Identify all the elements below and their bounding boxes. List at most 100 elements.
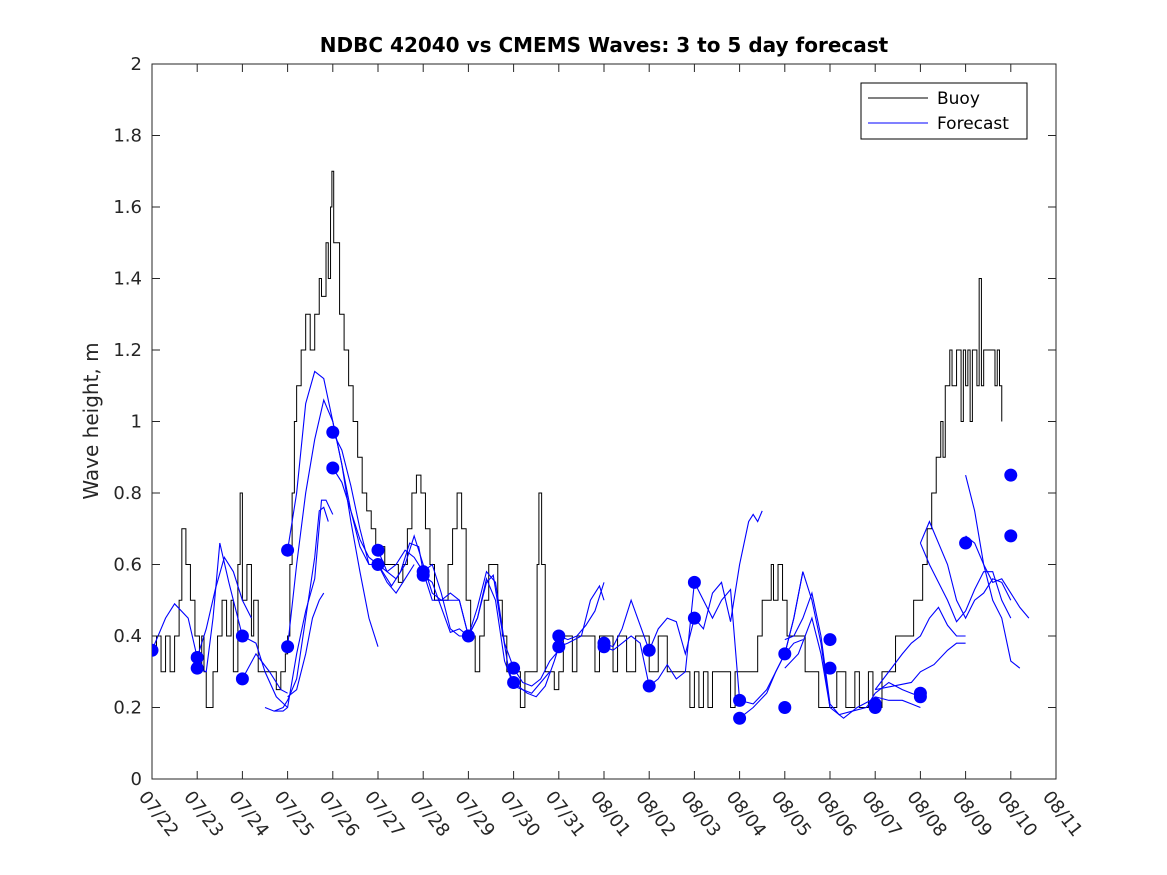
forecast-run-line	[784, 591, 831, 704]
forecast-run-line	[693, 582, 741, 701]
x-tick-label: 08/08	[902, 787, 950, 841]
forecast-run-line	[875, 642, 966, 691]
forecast-marker	[642, 643, 656, 657]
forecast-run-line	[513, 646, 560, 698]
y-tick-label: 1.4	[113, 269, 142, 290]
forecast-run-line	[196, 542, 243, 673]
y-tick-label: 2	[131, 54, 142, 75]
forecast-marker	[190, 650, 204, 664]
forecast-marker	[552, 640, 566, 654]
y-tick-label: 0.8	[113, 483, 142, 504]
forecast-run-line	[784, 571, 831, 708]
forecast-marker	[371, 558, 385, 571]
forecast-marker	[371, 543, 385, 557]
forecast-marker	[687, 611, 701, 625]
legend-label-forecast: Forecast	[937, 114, 1009, 134]
forecast-run-line	[422, 563, 515, 683]
y-tick-label: 0.4	[113, 626, 142, 647]
forecast-run-line	[264, 499, 334, 712]
forecast-run-line	[648, 617, 695, 657]
forecast-marker	[597, 640, 611, 654]
forecast-marker	[281, 640, 295, 654]
forecast-run-line	[829, 692, 876, 719]
x-tick-label: 08/11	[1038, 787, 1086, 841]
forecast-run-line	[467, 577, 551, 694]
forecast-marker	[152, 643, 159, 657]
forecast-run-line	[152, 602, 198, 658]
forecast-run-line	[875, 696, 921, 709]
y-tick-label: 0	[131, 769, 142, 790]
forecast-run-line	[241, 652, 288, 694]
x-tick-label: 08/02	[631, 787, 679, 841]
forecast-marker	[416, 568, 430, 582]
forecast-run-line	[242, 635, 288, 708]
y-axis-label: Wave height, m	[79, 342, 103, 499]
plot-area	[151, 63, 1057, 780]
forecast-marker	[959, 536, 973, 550]
x-tick-label: 08/05	[767, 787, 815, 841]
forecast-marker	[507, 661, 521, 675]
forecast-marker	[823, 633, 837, 647]
forecast-marker	[507, 675, 521, 689]
y-tick-label: 1	[131, 412, 142, 433]
forecast-run-line	[287, 592, 325, 698]
y-tick-label: 1.6	[113, 197, 142, 218]
forecast-run-line	[273, 506, 329, 712]
x-tick-label: 07/29	[450, 787, 498, 841]
forecast-marker	[461, 629, 475, 643]
x-axis: 07/2207/2307/2407/2507/2607/2707/2807/29…	[134, 64, 1087, 841]
forecast-marker	[733, 711, 747, 725]
x-tick-label: 07/23	[179, 787, 227, 841]
forecast-marker	[642, 679, 656, 693]
x-tick-label: 08/01	[586, 787, 634, 841]
x-tick-label: 07/30	[496, 787, 544, 841]
x-tick-label: 07/27	[360, 787, 408, 841]
y-tick-label: 1.8	[113, 126, 142, 147]
forecast-run-line	[648, 582, 695, 687]
forecast-marker	[1004, 529, 1018, 543]
forecast-run-line	[558, 582, 605, 641]
forecast-run-line	[693, 510, 763, 631]
x-tick-label: 08/10	[993, 787, 1041, 841]
x-tick-label: 07/28	[405, 787, 453, 841]
forecast-run-line	[919, 520, 1012, 620]
legend-box	[860, 82, 1028, 140]
x-tick-label: 07/26	[315, 787, 363, 841]
x-tick-label: 08/03	[676, 787, 724, 841]
forecast-marker	[552, 629, 566, 643]
x-tick-label: 08/04	[722, 787, 770, 841]
legend-label-buoy: Buoy	[937, 89, 980, 109]
forecast-run-line	[874, 606, 966, 690]
x-tick-label: 07/25	[270, 787, 318, 841]
forecast-marker	[326, 461, 340, 475]
forecast-run-line	[603, 635, 650, 687]
y-tick-label: 0.2	[113, 698, 142, 719]
forecast-run-line	[965, 535, 1030, 619]
x-tick-label: 08/06	[812, 787, 860, 841]
legend: Buoy Forecast	[860, 82, 1028, 140]
forecast-marker	[913, 690, 927, 704]
chart-title: NDBC 42040 vs CMEMS Waves: 3 to 5 day fo…	[320, 33, 889, 57]
forecast-marker	[778, 647, 792, 661]
forecast-run-line	[287, 370, 378, 566]
forecast-marker	[281, 543, 295, 557]
x-tick-label: 08/07	[857, 787, 905, 841]
forecast-run-line	[784, 616, 831, 708]
forecast-run-line	[603, 598, 650, 651]
forecast-marker	[778, 701, 792, 714]
x-tick-label: 07/31	[541, 787, 589, 841]
data-layer	[152, 170, 1030, 725]
forecast-run-line	[377, 534, 469, 637]
forecast-marker	[823, 661, 837, 675]
x-tick-label: 07/22	[134, 787, 182, 841]
forecast-marker	[235, 629, 249, 643]
forecast-marker	[733, 693, 747, 707]
forecast-marker	[326, 425, 340, 439]
forecast-marker	[190, 661, 204, 675]
forecast-marker	[235, 672, 249, 686]
y-tick-label: 0.6	[113, 555, 142, 576]
y-axis: 0 0.2 0.4 0.6 0.8 1 1.2 1.4 1.6 1.8 2	[113, 54, 1056, 790]
forecast-run-line	[558, 584, 605, 648]
forecast-run-line	[513, 649, 560, 687]
